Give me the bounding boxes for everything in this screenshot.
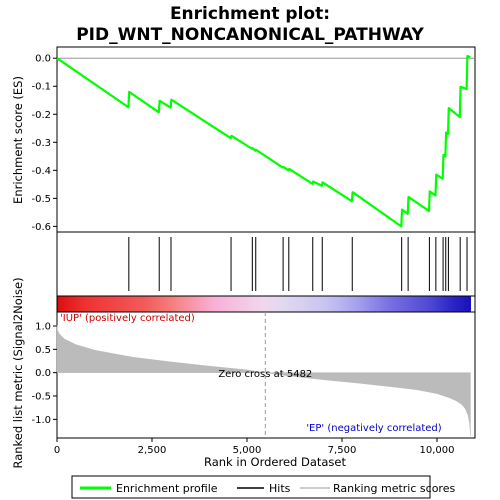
chart-title-line2: PID_WNT_NONCANONICAL_PATHWAY xyxy=(76,25,424,45)
metric-y-tick-label: -1.0 xyxy=(31,415,51,426)
legend-enrichment-label: Enrichment profile xyxy=(116,482,218,495)
metric-y-axis-label: Ranked list metric (Signal2Noise) xyxy=(11,277,25,468)
legend-hits-label: Hits xyxy=(269,482,291,495)
metric-y-tick-label: 1.0 xyxy=(35,322,51,333)
es-y-tick-label: -0.2 xyxy=(31,110,51,121)
metric-y-tick-label: -0.5 xyxy=(31,392,51,403)
es-y-tick-label: -0.5 xyxy=(31,194,51,205)
metric-y-ticks: 1.0 0.5 0.0 -0.5 -1.0 xyxy=(31,322,57,426)
es-y-tick-label: 0.0 xyxy=(35,54,51,65)
es-y-tick-label: -0.1 xyxy=(31,82,51,93)
legend-box xyxy=(71,475,431,499)
hits-panel-frame xyxy=(56,231,476,297)
es-curve-group xyxy=(56,54,471,228)
x-tick-label: 0 xyxy=(54,445,60,456)
metric-y-tick-label: 0.0 xyxy=(35,368,51,379)
zero-cross-label: Zero cross at 5482 xyxy=(218,369,312,380)
metric-area-group xyxy=(56,325,471,436)
legend: Enrichment profile Hits Ranking metric s… xyxy=(71,475,455,499)
hits-group xyxy=(128,237,468,291)
es-y-tick-label: -0.3 xyxy=(31,138,51,149)
chart-title-line1: Enrichment plot: xyxy=(170,4,330,24)
es-y-axis-label: Enrichment score (ES) xyxy=(11,76,25,204)
x-tick-label: 5,000 xyxy=(233,445,262,456)
es-y-ticks: 0.0 -0.1 -0.2 -0.3 -0.4 -0.5 -0.6 xyxy=(31,54,475,233)
ranking-color-bar xyxy=(57,296,471,312)
es-panel-frame xyxy=(56,46,476,233)
legend-ranking-label: Ranking metric scores xyxy=(333,482,455,495)
x-tick-label: 7,500 xyxy=(328,445,357,456)
es-y-tick-label: -0.6 xyxy=(31,222,51,233)
x-tick-label: 10,000 xyxy=(420,445,455,456)
positive-correlation-label: 'IUP' (positively correlated) xyxy=(60,313,195,324)
x-tick-label: 2,500 xyxy=(138,445,167,456)
negative-correlation-label: 'EP' (negatively correlated) xyxy=(306,423,441,434)
es-y-tick-label: -0.4 xyxy=(31,166,51,177)
x-axis-ticks: 0 2,500 5,000 7,500 10,000 xyxy=(54,438,455,456)
enrichment-profile-line xyxy=(56,54,471,228)
metric-y-tick-label: 0.5 xyxy=(35,345,51,356)
x-axis-label: Rank in Ordered Dataset xyxy=(204,455,347,469)
ranking-metric-area xyxy=(56,325,471,436)
